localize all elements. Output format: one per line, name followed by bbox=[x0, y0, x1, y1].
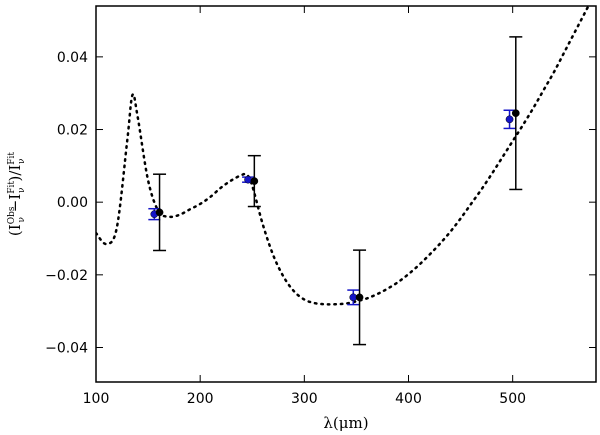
plot-content bbox=[96, 6, 590, 346]
y-tick-label: 0.00 bbox=[57, 195, 88, 211]
x-tick-label: 400 bbox=[395, 391, 422, 407]
black-series bbox=[153, 36, 523, 346]
x-tick-label: 500 bbox=[499, 391, 526, 407]
black-point bbox=[155, 208, 164, 217]
y-tick-label: 0.02 bbox=[57, 123, 88, 139]
blue-point bbox=[505, 115, 514, 124]
axis-ticks bbox=[95, 6, 596, 382]
x-tick-label: 300 bbox=[291, 391, 318, 407]
black-point bbox=[355, 293, 364, 302]
x-tick-label: 100 bbox=[83, 391, 110, 407]
y-axis-label: (IObsν −IFitν)/IFitν bbox=[6, 152, 27, 236]
black-point bbox=[250, 177, 259, 185]
x-tick-label: 200 bbox=[187, 391, 214, 407]
model-curve bbox=[96, 6, 590, 306]
black-point bbox=[511, 109, 520, 118]
x-axis-label: λ(μm) bbox=[323, 414, 368, 432]
y-tick-label: −0.04 bbox=[45, 340, 88, 356]
y-tick-label: −0.02 bbox=[45, 268, 88, 284]
blue-series bbox=[148, 109, 516, 306]
y-tick-label: 0.04 bbox=[57, 50, 88, 66]
blue-point bbox=[244, 175, 252, 184]
plot-frame bbox=[95, 5, 597, 383]
tick-labels: 100 200 300 400 500 0.04 0.02 0.00 −0.02 −0.04 bbox=[45, 50, 526, 407]
